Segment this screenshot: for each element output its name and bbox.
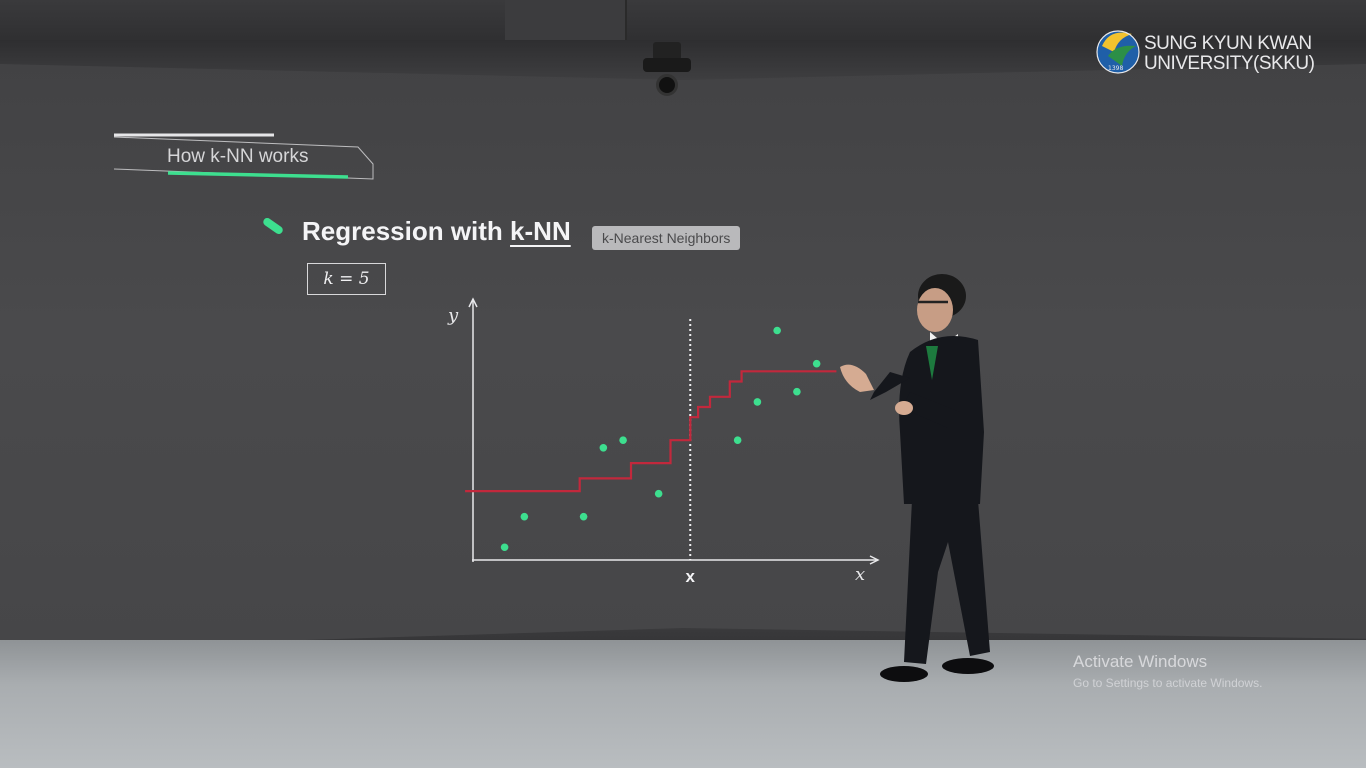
data-point	[520, 512, 529, 521]
y-axis-label: y	[447, 305, 459, 326]
data-point	[773, 326, 781, 335]
knn-fit-line	[465, 370, 837, 493]
data-point	[793, 387, 801, 396]
data-point	[733, 436, 742, 444]
data-point	[579, 512, 588, 521]
skku-logo: 1398 SUNG KYUN KWAN UNIVERSITY(SKKU)	[1096, 26, 1336, 80]
activation-watermark: Activate Windows Go to Settings to activ…	[1073, 652, 1262, 690]
data-point	[500, 543, 509, 552]
section-tab: How k-NN works	[112, 131, 377, 183]
x-axis-arrow	[869, 555, 880, 565]
data-point	[619, 436, 627, 444]
logo-line-1: SUNG KYUN KWAN	[1144, 33, 1312, 54]
data-point	[753, 398, 762, 406]
heading-term: k-NN	[510, 216, 571, 246]
query-label: x	[686, 567, 696, 586]
presenter	[840, 274, 994, 682]
watermark-subtitle: Go to Settings to activate Windows.	[1073, 676, 1263, 690]
section-tab-frame	[113, 133, 374, 180]
heading-prefix: Regression with	[302, 216, 511, 246]
display-wall	[0, 55, 1366, 665]
k-value-box: k = 5	[307, 263, 386, 295]
section-title: How k-NN works	[167, 146, 309, 167]
ceiling-camera	[641, 42, 693, 100]
data-point	[812, 359, 821, 368]
studio-floor	[0, 640, 1366, 768]
y-axis-arrow	[468, 297, 478, 308]
watermark-title: Activate Windows	[1073, 652, 1208, 671]
slide-heading: Regression with k-NN	[302, 216, 571, 247]
knn-regression-plot: y x x	[447, 297, 880, 586]
skku-emblem-icon: 1398	[1096, 30, 1140, 74]
logo-line-2: UNIVERSITY(SKKU)	[1144, 53, 1315, 74]
logo-year: 1398	[1108, 65, 1123, 72]
data-point	[654, 489, 663, 498]
term-badge: k-Nearest Neighbors	[592, 226, 741, 250]
data-point	[599, 444, 608, 452]
x-axis-label: x	[855, 564, 865, 585]
